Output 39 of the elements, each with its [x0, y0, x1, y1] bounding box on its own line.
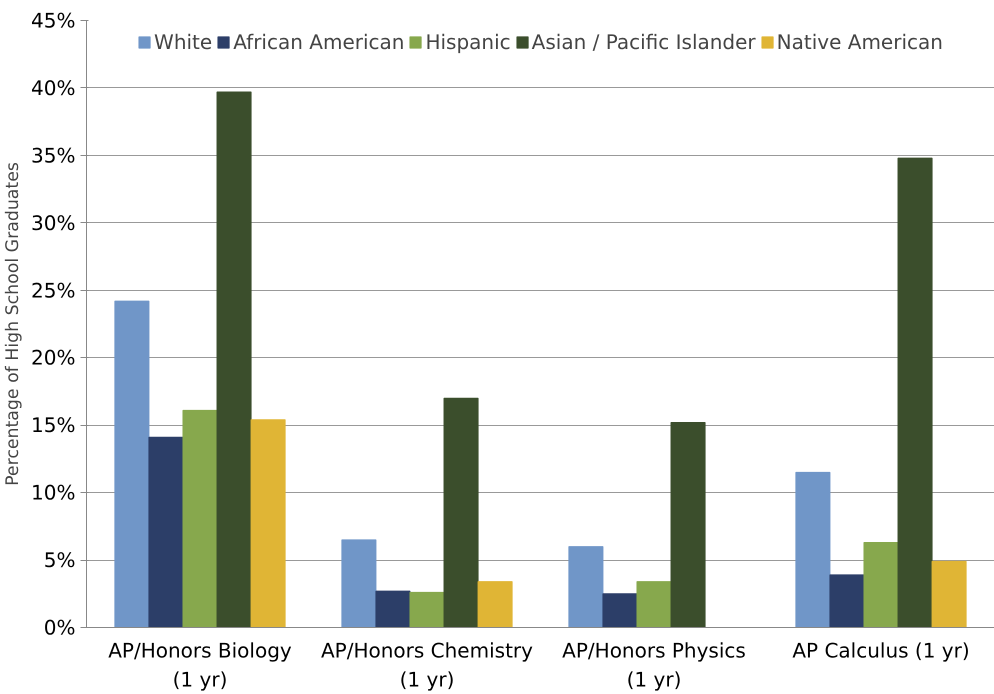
bar — [444, 398, 479, 628]
legend-label: African American — [233, 30, 404, 54]
legend-label: Native American — [776, 30, 943, 54]
bar — [478, 581, 513, 628]
bar — [148, 436, 184, 628]
bar — [636, 581, 672, 628]
bar — [795, 472, 830, 628]
bar — [250, 419, 286, 628]
bar — [602, 593, 638, 628]
bar — [341, 539, 376, 628]
legend-label: White — [154, 30, 212, 54]
y-tick-label: 30% — [31, 210, 76, 235]
bar — [863, 542, 899, 628]
y-tick-label: 25% — [31, 278, 76, 302]
bar — [375, 590, 410, 628]
bar — [829, 574, 864, 628]
bar — [932, 560, 967, 628]
bar — [114, 300, 150, 628]
x-tick-label: AP Calculus (1 yr) — [792, 638, 970, 662]
y-tick-label: 20% — [31, 346, 76, 370]
y-tick-label: 40% — [31, 76, 76, 100]
y-axis-title: Percentage of High School Graduates — [3, 162, 24, 486]
y-tick-label: 5% — [44, 548, 76, 572]
x-tick-label: AP/Honors Chemistry (1 yr) — [321, 638, 534, 692]
legend-label: Asian / Pacific Islander — [532, 30, 756, 54]
bar — [409, 592, 445, 628]
y-tick-label: 15% — [31, 413, 76, 438]
bar — [670, 422, 706, 628]
bar — [898, 158, 933, 628]
legend-label: Hispanic — [425, 30, 511, 54]
y-tick-label: 35% — [31, 143, 76, 168]
bar — [182, 410, 218, 628]
bar — [568, 546, 604, 628]
bar — [216, 91, 252, 628]
y-tick-label: 10% — [31, 480, 76, 505]
x-tick-label: AP/Honors Biology (1 yr) — [108, 638, 292, 692]
y-tick-label: 45% — [31, 8, 76, 32]
x-tick-label: AP/Honors Physics (1 yr) — [562, 638, 746, 692]
y-tick-label: 0% — [44, 616, 76, 640]
